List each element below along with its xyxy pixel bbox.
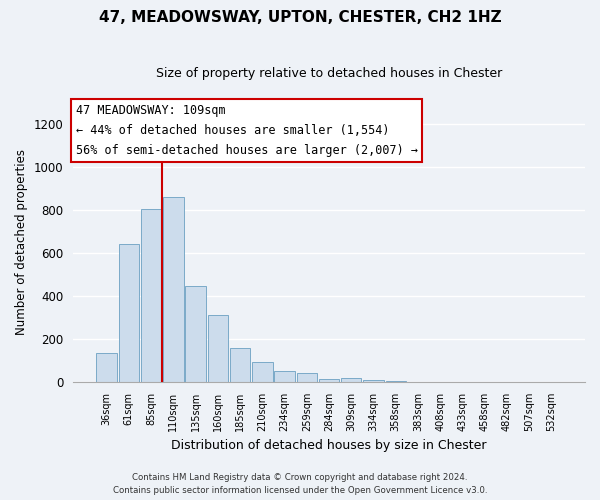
Bar xyxy=(341,378,361,382)
Text: 47, MEADOWSWAY, UPTON, CHESTER, CH2 1HZ: 47, MEADOWSWAY, UPTON, CHESTER, CH2 1HZ xyxy=(98,10,502,25)
Bar xyxy=(319,379,339,382)
Bar xyxy=(208,316,228,382)
X-axis label: Distribution of detached houses by size in Chester: Distribution of detached houses by size … xyxy=(171,440,487,452)
Bar xyxy=(274,371,295,382)
Bar xyxy=(141,209,161,382)
Bar xyxy=(119,244,139,382)
Text: Contains HM Land Registry data © Crown copyright and database right 2024.
Contai: Contains HM Land Registry data © Crown c… xyxy=(113,474,487,495)
Bar xyxy=(163,197,184,382)
Bar xyxy=(252,362,272,382)
Bar xyxy=(296,374,317,382)
Y-axis label: Number of detached properties: Number of detached properties xyxy=(15,150,28,336)
Title: Size of property relative to detached houses in Chester: Size of property relative to detached ho… xyxy=(156,68,502,80)
Bar xyxy=(96,353,117,382)
Bar xyxy=(185,286,206,382)
Text: 47 MEADOWSWAY: 109sqm
← 44% of detached houses are smaller (1,554)
56% of semi-d: 47 MEADOWSWAY: 109sqm ← 44% of detached … xyxy=(76,104,418,157)
Bar xyxy=(230,348,250,382)
Bar xyxy=(363,380,384,382)
